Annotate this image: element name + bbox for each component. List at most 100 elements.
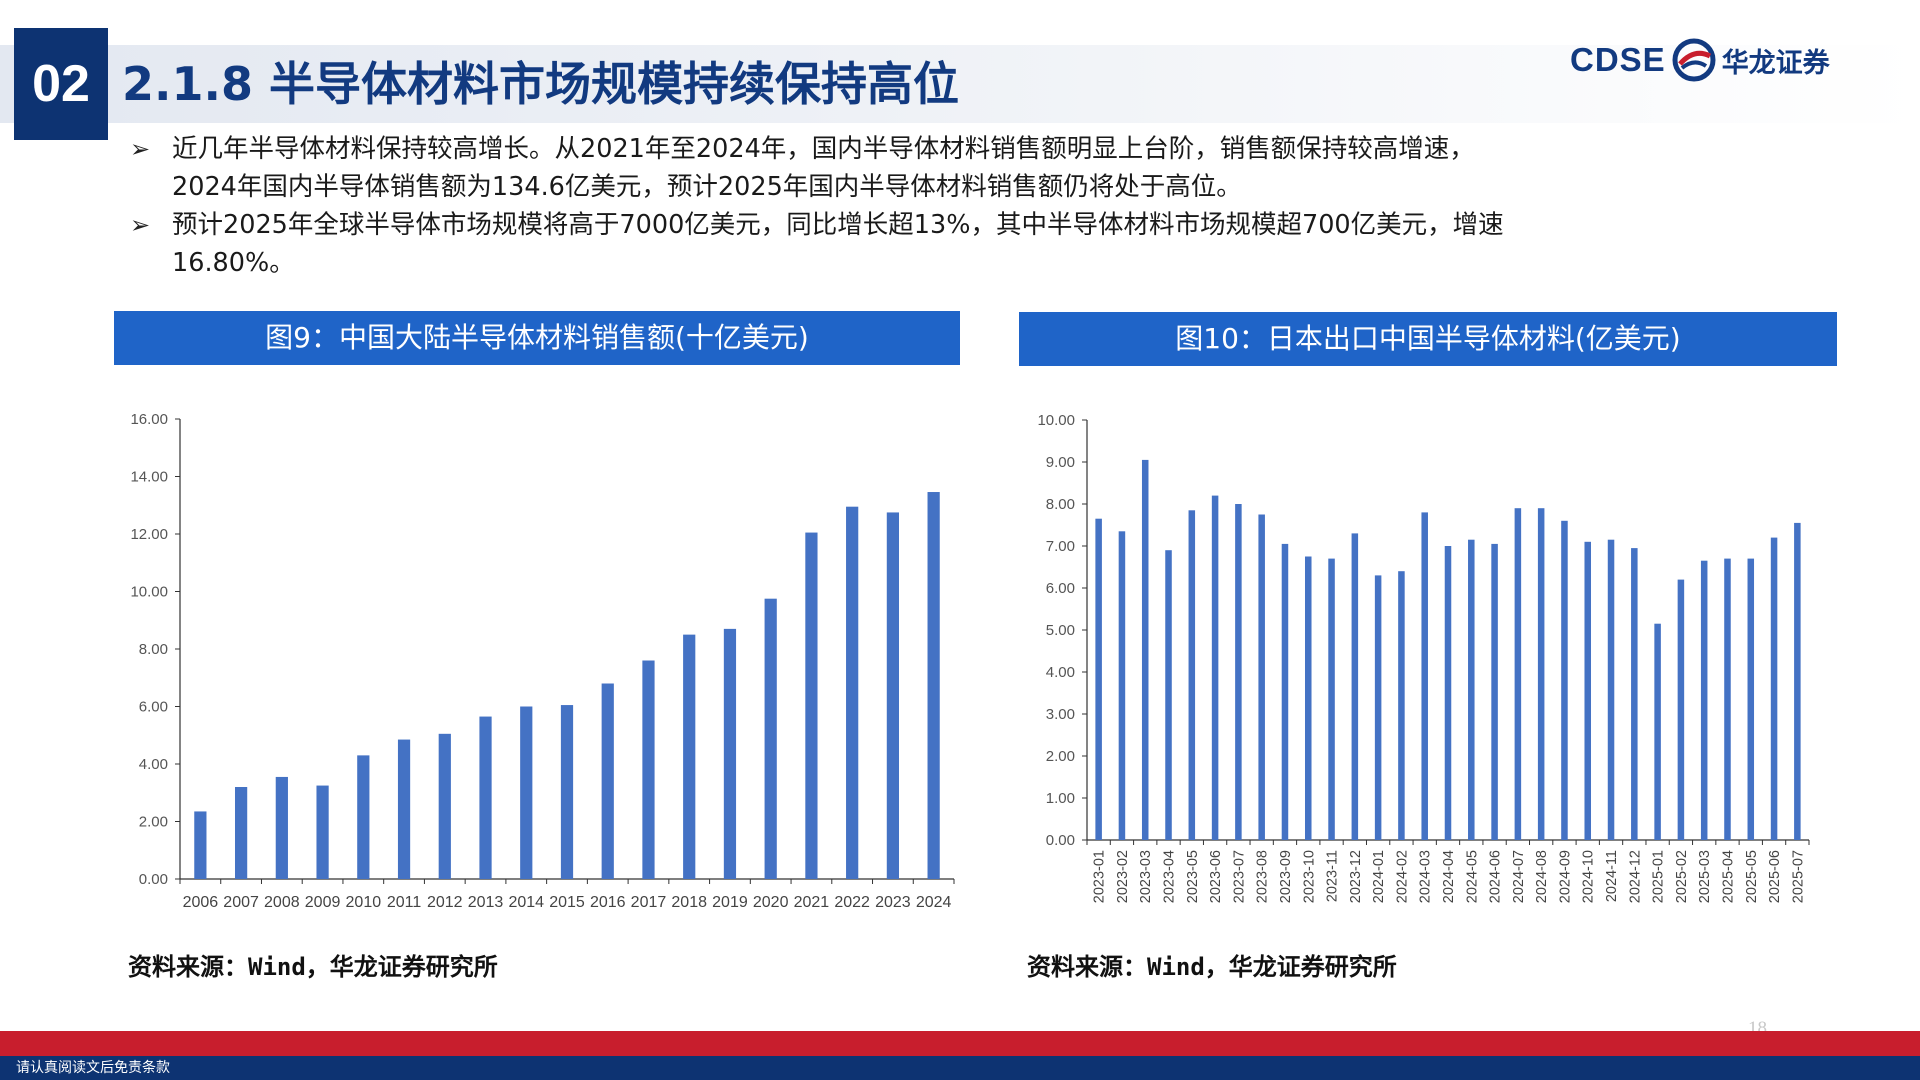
x-tick-label: 2024-03 [1418, 850, 1434, 903]
bar [846, 506, 859, 879]
bar [234, 787, 248, 879]
bar [927, 492, 940, 879]
x-tick-label: 2025-07 [1790, 850, 1806, 903]
bullet-line: 16.80%。 [172, 248, 295, 278]
x-tick-label: 2022 [834, 894, 870, 911]
x-tick-label: 2023 [875, 894, 911, 911]
y-tick-label: 5.00 [1046, 622, 1075, 639]
bullet-list: ➢ 近几年半导体材料保持较高增长。从2021年至2024年，国内半导体材料销售额… [130, 130, 1790, 282]
title-bar [0, 45, 1920, 123]
bar [1374, 575, 1382, 840]
chart-title-left: 图9：中国大陆半导体材料销售额(十亿美元) [114, 311, 960, 365]
bar-chart-right: 0.00 1.00 2.00 3.00 4.00 5.00 6.00 7.00 8.00 9.00… [1037, 412, 1810, 903]
bar [438, 733, 451, 879]
bar [1258, 514, 1265, 840]
x-tick-label: 2024-07 [1511, 850, 1527, 903]
x-tick-label: 2024-04 [1441, 850, 1457, 903]
bar [1491, 543, 1498, 840]
x-tick-label: 2021 [794, 894, 830, 911]
bar [1095, 518, 1102, 840]
x-tick-label: 2016 [590, 894, 626, 911]
x-tick-label: 2025-05 [1744, 850, 1760, 903]
y-tick-label: 2.00 [139, 814, 168, 831]
x-tick-label: 2011 [387, 894, 422, 911]
logo-text-en: CDSE [1570, 41, 1666, 78]
bar [520, 706, 533, 879]
bar [723, 628, 737, 879]
bar [357, 755, 370, 879]
y-tick-label: 6.00 [139, 699, 168, 716]
y-tick-label: 3.00 [1046, 706, 1075, 723]
x-tick-label: 2023-03 [1138, 850, 1154, 903]
y-tick-label: 8.00 [139, 641, 168, 658]
x-tick-label: 2024-06 [1488, 850, 1504, 903]
x-tick-label: 2025-02 [1674, 850, 1690, 903]
bar [805, 532, 818, 879]
bar [764, 598, 777, 879]
bar-chart-left: 0.00 2.00 4.00 6.00 8.00 10.00 12.00 14.00 16.00… [130, 411, 955, 911]
bar [194, 811, 207, 879]
source-note-left: 资料来源：Wind，华龙证券研究所 [128, 953, 498, 981]
logo-emblem-icon [1672, 38, 1716, 82]
x-tick-label: 2023-05 [1185, 850, 1201, 903]
bar [397, 739, 411, 879]
chart-title-right: 图10：日本出口中国半导体材料(亿美元) [1019, 312, 1837, 366]
x-tick-label: 2010 [346, 894, 382, 911]
bar [886, 512, 900, 879]
bar [1794, 522, 1801, 840]
bar [683, 634, 696, 879]
bar [1584, 541, 1592, 840]
bar [275, 776, 288, 879]
x-tick-label: 2024-01 [1371, 850, 1387, 903]
x-tick-label: 2023-09 [1278, 850, 1294, 903]
y-tick-label: 10.00 [130, 584, 168, 601]
y-tick-label: 7.00 [1046, 538, 1075, 555]
bar [601, 683, 614, 879]
x-tick-label: 2024-10 [1581, 850, 1597, 903]
y-tick-label: 1.00 [1046, 790, 1075, 807]
bar [1328, 558, 1335, 840]
bar [1235, 504, 1242, 840]
x-tick-label: 2020 [753, 894, 789, 911]
x-tick-label: 2024-12 [1627, 850, 1643, 903]
y-tick-label: 6.00 [1046, 580, 1075, 597]
bar [1700, 560, 1708, 840]
y-tick-label: 10.00 [1037, 412, 1075, 429]
x-tick-label: 2018 [671, 894, 707, 911]
x-tick-label: 2023-08 [1255, 850, 1271, 903]
logo-text-cn: 华龙证券 [1721, 47, 1830, 79]
bar [1677, 579, 1685, 840]
y-tick-label: 14.00 [130, 469, 168, 486]
bar [1351, 533, 1359, 840]
bullet-line: 2024年国内半导体销售额为134.6亿美元，预计2025年国内半导体材料销售额… [172, 172, 1242, 202]
bar [1561, 520, 1568, 840]
x-tick-label: 2023-12 [1348, 850, 1364, 903]
x-tick-label: 2023-06 [1208, 850, 1224, 903]
y-tick-label: 16.00 [130, 411, 168, 428]
source-note-right: 资料来源：Wind，华龙证券研究所 [1027, 953, 1397, 981]
x-tick-label: 2023-10 [1301, 850, 1317, 903]
y-tick-label: 8.00 [1046, 496, 1075, 513]
x-tick-label: 2023-11 [1325, 850, 1341, 902]
bullet-item: ➢ 预计2025年全球半导体市场规模将高于7000亿美元，同比增长超13%，其中… [130, 206, 1790, 282]
y-tick-label: 4.00 [139, 756, 168, 773]
x-tick-label: 2024-08 [1534, 850, 1550, 903]
bar [1607, 539, 1615, 840]
bar [1398, 571, 1405, 840]
page-title: 2.1.8 半导体材料市场规模持续保持高位 [122, 57, 959, 111]
x-tick-label: 2024 [916, 894, 952, 911]
x-tick-label: 2024-05 [1464, 850, 1480, 903]
x-tick-label: 2025-01 [1651, 850, 1667, 903]
x-tick-label: 2025-03 [1697, 850, 1713, 903]
x-tick-label: 2024-02 [1394, 850, 1410, 903]
x-tick-label: 2006 [183, 894, 219, 911]
x-tick-label: 2023-02 [1115, 850, 1131, 903]
section-number: 02 [14, 28, 108, 140]
x-tick-label: 2008 [264, 894, 300, 911]
bar [1141, 459, 1149, 840]
bar [1444, 546, 1452, 840]
bar [1211, 495, 1219, 840]
bar [1165, 550, 1172, 840]
bar [560, 705, 574, 879]
bar [1747, 558, 1755, 840]
